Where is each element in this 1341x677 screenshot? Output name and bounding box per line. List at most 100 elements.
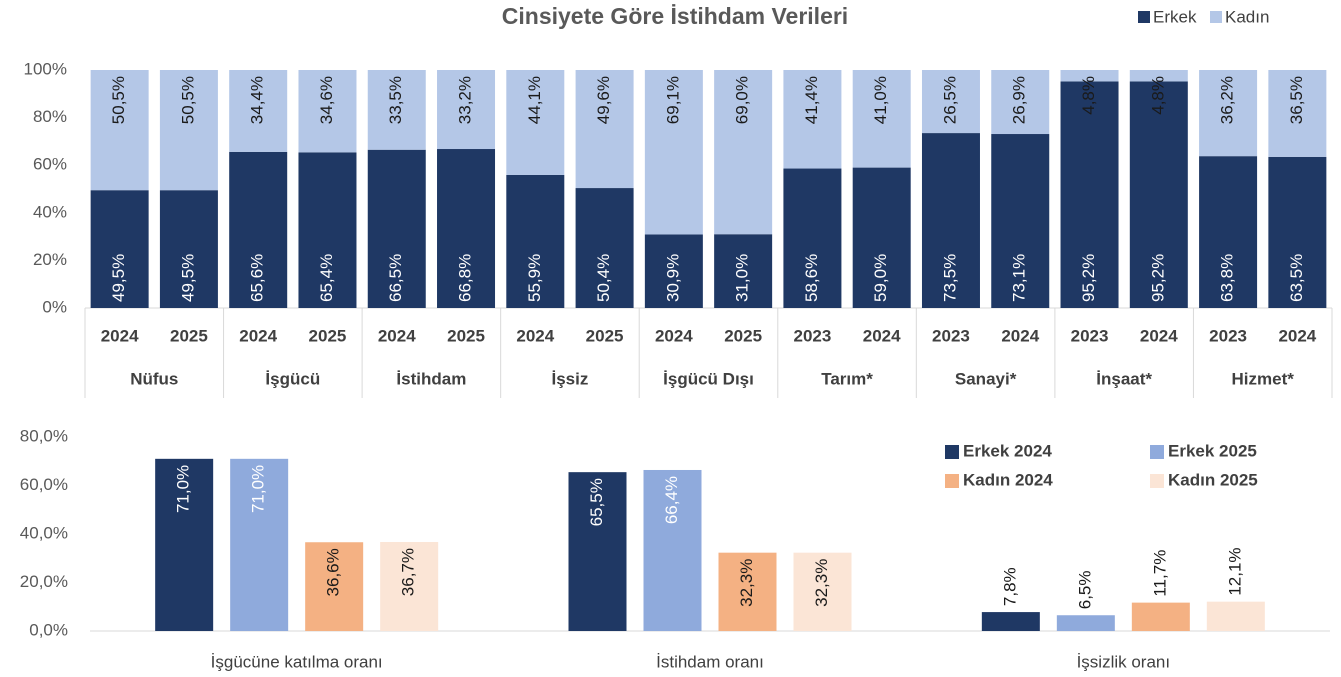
group-label: İnşaat* [1096, 369, 1152, 388]
y-tick-label: 60% [33, 155, 67, 174]
bar-segment [1060, 70, 1119, 82]
group-label: İşgücü Dışı [663, 369, 754, 388]
bar-segment [367, 149, 426, 308]
data-label: 4,8% [1148, 76, 1167, 115]
legend-label: Erkek 2024 [963, 441, 1052, 460]
data-label: 31,0% [733, 254, 752, 302]
x-tick-label: İşgücüne katılma oranı [211, 652, 383, 671]
data-label: 26,9% [1010, 76, 1029, 124]
group-label: İşgücü [265, 369, 320, 388]
x-tick-label: 2024 [655, 326, 693, 345]
legend-swatch [1138, 11, 1150, 23]
x-tick-label: 2024 [863, 326, 901, 345]
legend-label: Erkek 2025 [1168, 441, 1257, 460]
bar-segment [783, 168, 842, 308]
x-tick-label: 2025 [586, 326, 624, 345]
bar-segment [1129, 70, 1188, 82]
data-label: 50,5% [178, 76, 197, 124]
group-label: Hizmet* [1232, 369, 1295, 388]
data-label: 73,5% [940, 254, 959, 302]
bar-segment [229, 151, 288, 308]
legend-swatch [1150, 474, 1164, 488]
x-tick-label: 2023 [1071, 326, 1109, 345]
bar-segment [921, 70, 980, 134]
bar [1056, 615, 1115, 631]
x-tick-label: 2023 [932, 326, 970, 345]
y-tick-label: 0% [42, 297, 67, 316]
legend-label: Erkek [1153, 7, 1197, 26]
bar [981, 612, 1040, 631]
chart-title: Cinsiyete Göre İstihdam Verileri [502, 3, 848, 29]
data-label: 11,7% [1150, 550, 1169, 597]
bar [305, 542, 364, 631]
bar-segment [298, 70, 357, 153]
legend-swatch [1150, 445, 1164, 459]
data-label: 55,9% [525, 254, 544, 302]
data-label: 34,6% [317, 76, 336, 124]
y-tick-label: 40% [33, 202, 67, 221]
x-tick-label: 2024 [1140, 326, 1178, 345]
bar-segment [1268, 156, 1327, 308]
data-label: 7,8% [1000, 567, 1019, 606]
x-tick-label: 2023 [1209, 326, 1247, 345]
data-label: 65,4% [317, 254, 336, 302]
bar-segment [506, 70, 565, 175]
bar [1131, 602, 1190, 631]
data-label: 65,5% [587, 478, 606, 526]
group-label: İşsiz [552, 369, 589, 388]
data-label: 66,8% [456, 254, 475, 302]
data-label: 34,4% [248, 76, 267, 124]
data-label: 36,2% [1218, 76, 1237, 124]
bar-segment [1129, 81, 1188, 308]
x-tick-label: 2024 [101, 326, 139, 345]
bar-segment [575, 188, 634, 308]
data-label: 71,0% [249, 465, 268, 513]
data-label: 30,9% [663, 254, 682, 302]
x-tick-label: 2024 [1278, 326, 1316, 345]
bar-segment [644, 70, 703, 235]
data-label: 49,5% [178, 254, 197, 302]
data-label: 32,3% [737, 559, 756, 607]
group-label: Tarım* [821, 369, 873, 388]
y-tick-label: 20,0% [20, 572, 68, 591]
data-label: 50,4% [594, 254, 613, 302]
data-label: 36,6% [324, 548, 343, 596]
bar [643, 469, 702, 631]
bar [718, 552, 777, 631]
data-label: 44,1% [525, 76, 544, 124]
bar-segment [644, 234, 703, 308]
bar-segment [852, 70, 911, 168]
bar-segment [575, 70, 634, 189]
bar-segment [437, 149, 496, 308]
bar-segment [921, 133, 980, 308]
bar-segment [90, 70, 149, 191]
y-tick-label: 80,0% [20, 426, 68, 445]
bar [155, 458, 214, 631]
data-label: 71,0% [174, 465, 193, 513]
bar [793, 552, 852, 631]
data-label: 12,1% [1225, 547, 1244, 595]
x-tick-label: 2025 [724, 326, 762, 345]
y-tick-label: 100% [24, 59, 67, 78]
bar-segment [714, 70, 773, 235]
bar-segment [506, 174, 565, 308]
bar-segment [991, 134, 1050, 308]
y-tick-label: 20% [33, 250, 67, 269]
bar-segment [1199, 70, 1258, 157]
x-tick-label: İstihdam oranı [656, 652, 764, 671]
legend-swatch [1210, 11, 1222, 23]
bar [230, 458, 289, 631]
data-label: 59,0% [871, 254, 890, 302]
bar [380, 542, 439, 631]
data-label: 63,5% [1287, 254, 1306, 302]
data-label: 69,1% [663, 76, 682, 124]
data-label: 6,5% [1075, 570, 1094, 609]
bar-segment [437, 70, 496, 150]
x-tick-label: 2025 [447, 326, 485, 345]
data-label: 65,6% [248, 254, 267, 302]
group-label: Sanayi* [955, 369, 1017, 388]
bar-segment [229, 70, 288, 152]
x-tick-label: 2025 [309, 326, 347, 345]
legend-swatch [945, 474, 959, 488]
